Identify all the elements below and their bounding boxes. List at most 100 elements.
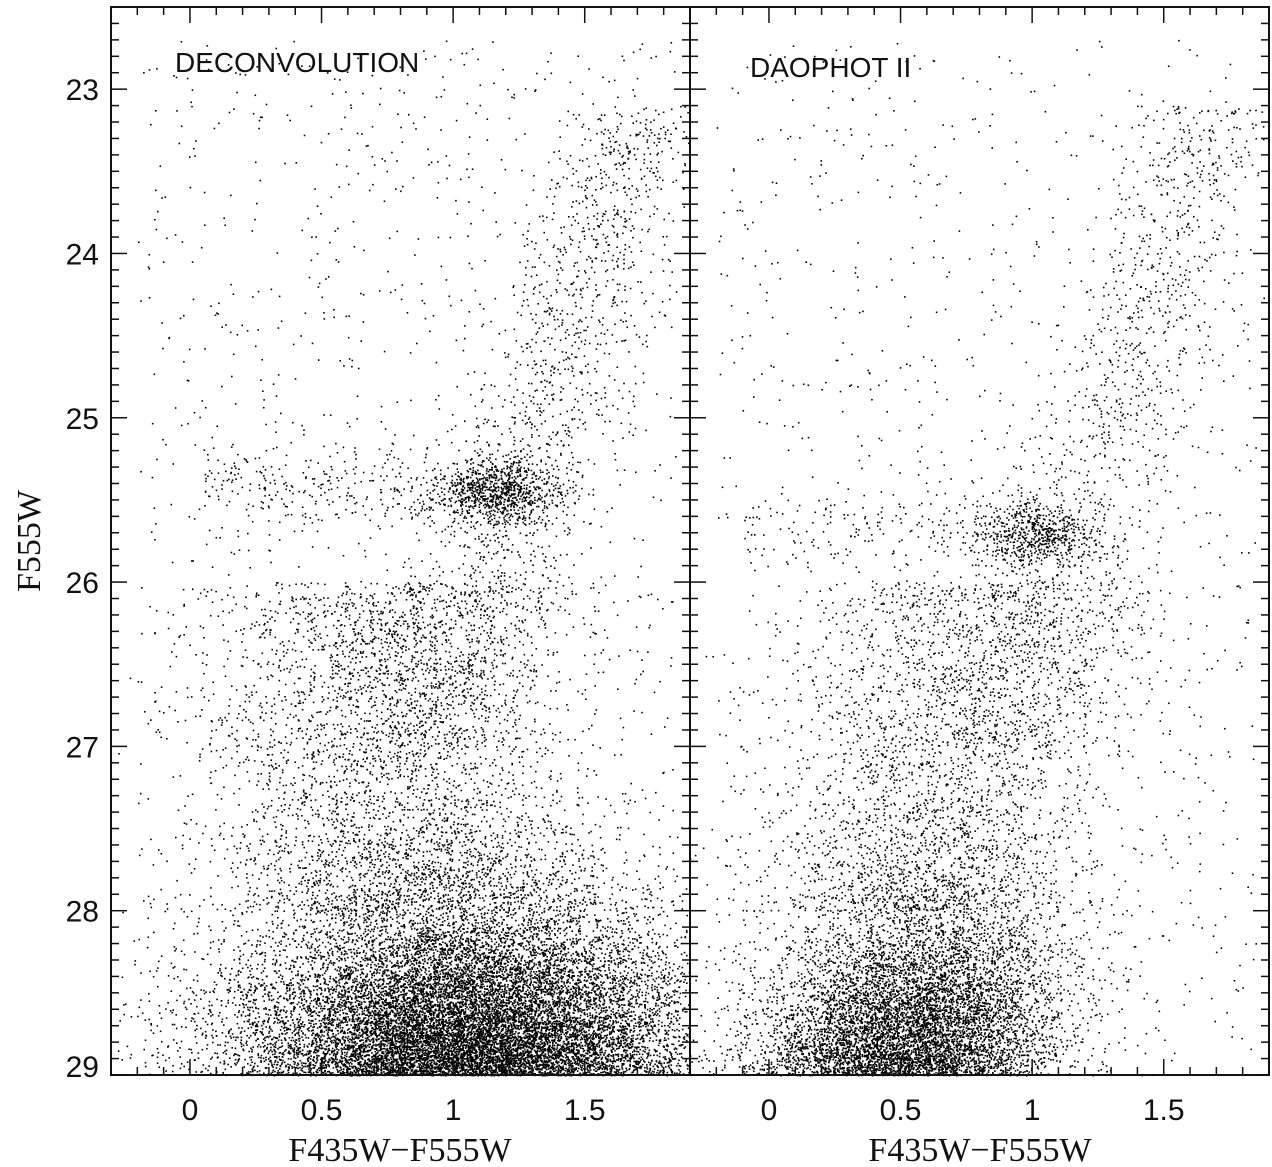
star-point	[241, 1043, 243, 1045]
star-point	[500, 991, 502, 993]
star-point	[546, 944, 548, 946]
star-point	[640, 1026, 642, 1028]
star-point	[322, 956, 324, 958]
star-point	[568, 952, 570, 954]
star-point	[602, 987, 604, 989]
star-point	[303, 927, 305, 929]
star-point	[194, 1021, 196, 1023]
star-point	[369, 979, 371, 981]
star-point	[336, 1045, 338, 1047]
star-point	[354, 1041, 356, 1043]
star-point	[403, 931, 405, 933]
star-point	[453, 974, 455, 976]
star-point	[618, 981, 620, 983]
star-point	[297, 973, 299, 975]
star-point	[459, 969, 461, 971]
star-point	[614, 812, 616, 814]
star-point	[347, 1040, 349, 1042]
star-point	[633, 1025, 635, 1027]
star-point	[491, 1070, 493, 1072]
star-point	[285, 1065, 287, 1067]
star-point	[194, 1030, 196, 1032]
star-point	[428, 1047, 430, 1049]
star-point	[665, 1066, 667, 1068]
star-point	[541, 1069, 543, 1071]
star-point	[585, 991, 587, 993]
star-point	[384, 912, 386, 914]
star-point	[522, 955, 524, 957]
star-point	[355, 898, 357, 900]
star-point	[458, 880, 460, 882]
star-point	[582, 903, 584, 905]
star-point	[484, 921, 486, 923]
star-point	[479, 897, 481, 899]
star-point	[504, 955, 506, 957]
star-point	[466, 1007, 468, 1009]
star-point	[620, 1030, 622, 1032]
star-point	[337, 906, 339, 908]
star-point	[624, 971, 626, 973]
star-point	[442, 971, 444, 973]
star-point	[566, 894, 568, 896]
star-point	[643, 955, 645, 957]
star-point	[426, 952, 428, 954]
star-point	[527, 1018, 529, 1020]
star-point	[628, 916, 630, 918]
star-point	[649, 894, 651, 896]
star-point	[385, 817, 387, 819]
star-point	[197, 926, 199, 928]
star-point	[612, 928, 614, 930]
star-point	[299, 1067, 301, 1069]
star-point	[481, 985, 483, 987]
star-point	[251, 944, 253, 946]
star-point	[451, 889, 453, 891]
star-point	[276, 961, 278, 963]
star-point	[316, 940, 318, 942]
star-point	[596, 948, 598, 950]
star-point	[609, 1031, 611, 1033]
star-point	[596, 1016, 598, 1018]
star-point	[309, 1050, 311, 1052]
star-point	[668, 972, 670, 974]
star-point	[515, 984, 517, 986]
star-point	[477, 915, 479, 917]
star-point	[382, 975, 384, 977]
star-point	[437, 1031, 439, 1033]
star-point	[628, 921, 630, 923]
star-point	[243, 954, 245, 956]
star-point	[429, 991, 431, 993]
star-point	[558, 982, 560, 984]
star-point	[626, 975, 628, 977]
star-point	[123, 1004, 125, 1006]
star-point	[248, 1019, 250, 1021]
star-point	[183, 1066, 185, 1068]
star-point	[468, 1022, 470, 1024]
star-point	[420, 968, 422, 970]
star-point	[255, 1040, 257, 1042]
star-point	[667, 1015, 669, 1017]
star-point	[420, 928, 422, 930]
star-point	[281, 978, 283, 980]
star-point	[531, 931, 533, 933]
star-point	[637, 906, 639, 908]
star-point	[643, 892, 645, 894]
star-point	[484, 906, 486, 908]
star-point	[609, 1007, 611, 1009]
star-point	[400, 895, 402, 897]
star-point	[619, 951, 621, 953]
star-point	[620, 972, 622, 974]
star-point	[536, 906, 538, 908]
star-point	[351, 989, 353, 991]
star-point	[393, 1058, 395, 1060]
star-point	[615, 1001, 617, 1003]
star-point	[592, 851, 594, 853]
star-point	[428, 957, 430, 959]
star-point	[231, 1047, 233, 1049]
star-point	[630, 1055, 632, 1057]
star-point	[520, 894, 522, 896]
star-point	[372, 1041, 374, 1043]
star-point	[643, 1050, 645, 1052]
star-point	[663, 911, 665, 913]
star-point	[322, 974, 324, 976]
star-point	[635, 996, 637, 998]
